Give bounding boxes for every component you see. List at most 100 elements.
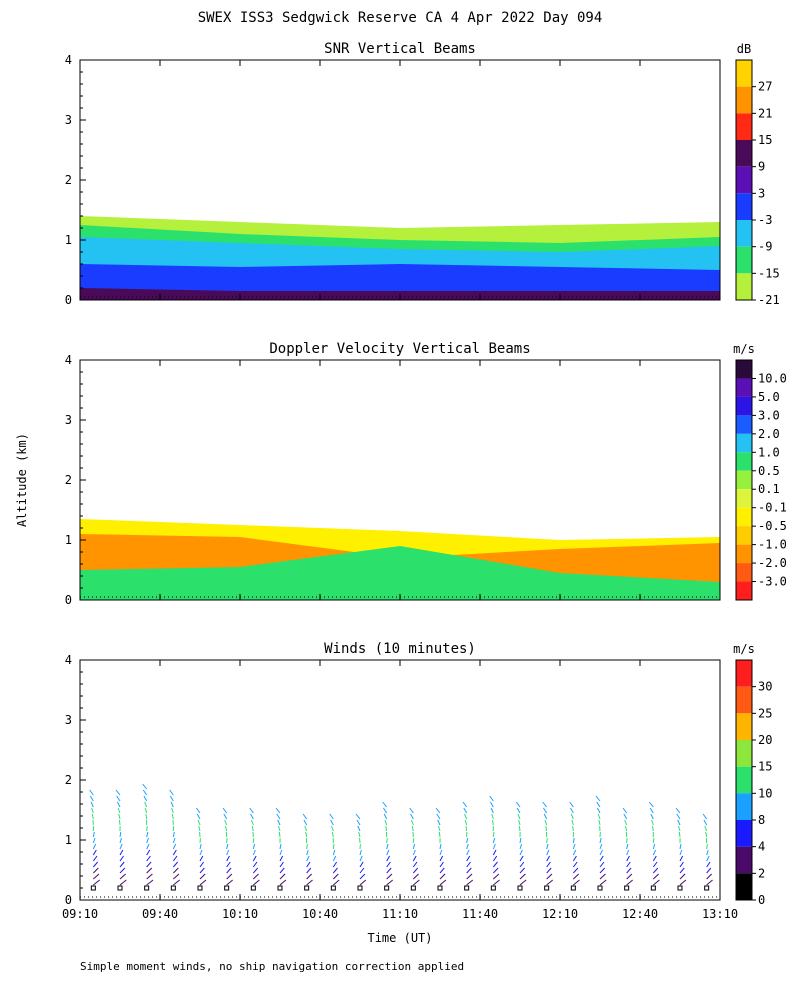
- colorbar-swatch: [736, 526, 752, 545]
- wind-barb: [706, 867, 712, 874]
- y-tick-label: 3: [65, 413, 72, 427]
- wind-barb: [386, 849, 390, 856]
- wind-barb: [115, 789, 121, 796]
- wind-barb: [224, 819, 228, 826]
- wind-barb: [226, 843, 229, 850]
- figure-title: SWEX ISS3 Sedgwick Reserve CA 4 Apr 2022…: [198, 10, 603, 26]
- wind-barb: [332, 867, 338, 874]
- wind-barb: [93, 873, 100, 880]
- wind-barb: [626, 855, 630, 862]
- snr-colorbar: 27 21 15 9 3 -3 -9 -15 -21: [735, 59, 780, 307]
- wind-barb: [146, 879, 154, 886]
- wind-barb: [491, 813, 494, 820]
- wind-barb: [706, 849, 709, 856]
- colorbar-label: 10.0: [758, 371, 787, 385]
- wind-barb: [278, 831, 281, 838]
- colorbar-swatch: [736, 489, 752, 508]
- wind-barb: [599, 873, 606, 880]
- wind-barb: [546, 873, 553, 880]
- colorbar-swatch: [736, 713, 752, 740]
- wind-profile: [435, 807, 447, 891]
- calm-marker: [650, 885, 656, 891]
- wind-barb: [169, 789, 174, 796]
- colorbar-swatch: [736, 193, 752, 220]
- wind-barb: [146, 873, 153, 880]
- colorbar-swatch: [736, 846, 752, 874]
- colorbar-label: 8: [758, 813, 765, 827]
- wind-barb: [492, 867, 499, 874]
- colorbar-swatch: [736, 113, 752, 140]
- wind-barb: [546, 867, 552, 874]
- wind-profile: [195, 807, 207, 891]
- colorbar-swatch: [736, 686, 752, 714]
- wind-barb: [466, 849, 470, 856]
- wind-barb: [386, 873, 393, 880]
- wind-barb: [570, 807, 574, 814]
- wind-barb: [173, 879, 180, 886]
- wind-barb: [518, 819, 521, 826]
- wind-barb: [466, 873, 473, 880]
- wind-barb: [252, 855, 257, 862]
- wind-barb: [172, 831, 175, 838]
- colorbar-label: 0.5: [758, 464, 780, 478]
- wind-barb: [409, 807, 414, 814]
- wind-barb: [172, 855, 178, 862]
- colorbar-swatch: [736, 820, 752, 847]
- wind-barb: [386, 843, 389, 850]
- doppler-panel: 0 1 2 3 4 10.0 5.0 3.0 2.0 1.0 0.5 0.1 -0.1 -0.5 -1.0…: [65, 353, 787, 607]
- calm-marker: [224, 885, 230, 891]
- colorbar-swatch: [736, 140, 752, 167]
- wind-barb: [119, 861, 125, 868]
- wind-barb: [678, 831, 681, 838]
- wind-barb: [704, 825, 708, 832]
- colorbar-swatch: [736, 544, 752, 564]
- wind-barb: [463, 807, 468, 814]
- wind-barb: [146, 831, 149, 838]
- wind-barb: [146, 855, 151, 862]
- wind-barb: [304, 825, 308, 832]
- wind-barb: [198, 825, 201, 832]
- y-tick-label: 0: [65, 593, 72, 607]
- wind-barb: [493, 879, 500, 886]
- wind-barb: [650, 813, 654, 820]
- wind-barb: [543, 813, 548, 820]
- wind-barb: [413, 879, 420, 886]
- colorbar-swatch: [736, 86, 752, 114]
- colorbar-label: 9: [758, 160, 765, 174]
- colorbar-frame: [735, 59, 753, 301]
- y-tick-label: 1: [65, 833, 72, 847]
- wind-barb: [675, 807, 681, 814]
- wind-barb: [706, 843, 708, 850]
- wind-barb: [653, 879, 660, 886]
- wind-barb: [624, 819, 628, 826]
- wind-barb: [172, 861, 179, 868]
- wind-barb: [492, 873, 500, 880]
- colorbar-swatch: [736, 581, 752, 600]
- wind-barb: [569, 801, 574, 808]
- wind-barb: [490, 807, 494, 814]
- wind-barb: [679, 855, 684, 862]
- y-tick-label: 3: [65, 113, 72, 127]
- colorbar-swatch: [736, 740, 752, 767]
- wind-barb: [519, 855, 524, 862]
- wind-barb: [302, 813, 308, 820]
- snr-panel: 0 1 2 3 4 27 21 15 9 3 -3 -9 -15 -21: [65, 53, 780, 307]
- wind-barb: [466, 867, 472, 874]
- wind-barb: [572, 849, 577, 856]
- wind-barb: [252, 843, 256, 850]
- wind-barb: [333, 879, 340, 886]
- wind-barb: [119, 873, 126, 880]
- colorbar-swatch: [736, 60, 752, 87]
- x-tick-label: 10:40: [302, 907, 338, 921]
- wind-barb: [118, 813, 121, 820]
- wind-barb: [306, 849, 309, 856]
- wind-barb: [226, 861, 231, 868]
- wind-barb: [332, 855, 337, 862]
- calm-marker: [170, 885, 176, 891]
- wind-barb: [676, 813, 681, 820]
- wind-barb: [626, 849, 630, 856]
- wind-barb: [119, 843, 123, 850]
- wind-barb: [439, 855, 444, 862]
- calm-marker: [250, 885, 256, 891]
- wind-profile: [702, 813, 713, 891]
